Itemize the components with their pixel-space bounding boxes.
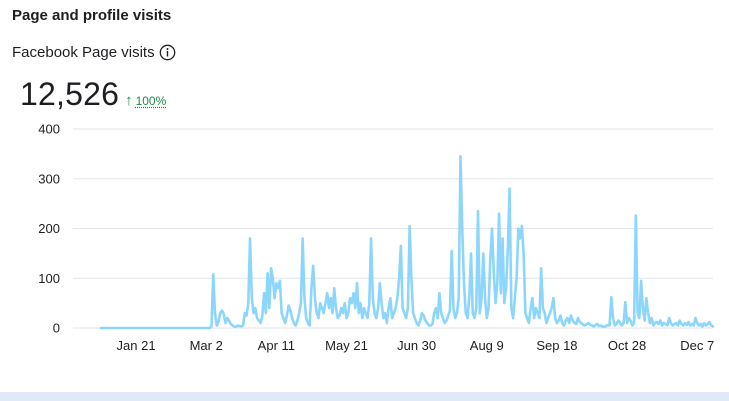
x-tick-label: Dec 7 (680, 338, 714, 353)
series-line-facebook-page-visits[interactable] (99, 155, 715, 330)
x-tick-label: Mar 2 (190, 338, 223, 353)
x-tick-label: Sep 18 (536, 338, 577, 353)
y-axis: 0 100 200 300 400 (38, 122, 60, 336)
trend-percentage[interactable]: 100% (135, 93, 167, 108)
visits-line-chart: 0 100 200 300 400 Jan 21 Mar 2 Apr 11 May 21 Jun… (38, 122, 715, 353)
visits-card: Page and profile visits Facebook Page vi… (12, 7, 715, 353)
x-tick-label: Apr 11 (258, 338, 295, 353)
x-tick-label: Jun 30 (397, 338, 436, 353)
y-tick-label: 200 (38, 221, 60, 236)
metric-label-row: Facebook Page visits (12, 44, 176, 61)
y-tick-label: 400 (38, 122, 60, 137)
y-tick-label: 0 (53, 321, 60, 336)
metric-label: Facebook Page visits (12, 44, 155, 61)
y-tick-label: 100 (38, 271, 60, 286)
arrow-up-icon: ↑ (125, 92, 133, 109)
chart-grid (73, 128, 713, 329)
x-tick-label: Aug 9 (470, 338, 504, 353)
metric-value: 12,526 (20, 76, 120, 112)
info-icon[interactable] (159, 44, 176, 61)
x-tick-label: Jan 21 (117, 338, 156, 353)
metric-row: 12,526 ↑ 100% (20, 76, 166, 113)
trend-indicator: ↑ 100% (125, 93, 166, 108)
y-tick-label: 300 (38, 171, 60, 186)
x-tick-label: Oct 28 (608, 338, 646, 353)
x-tick-label: May 21 (325, 338, 368, 353)
chart-series (99, 155, 715, 330)
section-title: Page and profile visits (12, 7, 172, 24)
x-axis: Jan 21 Mar 2 Apr 11 May 21 Jun 30 Aug 9 Sep 18… (117, 338, 715, 353)
bottom-strip (0, 392, 729, 401)
